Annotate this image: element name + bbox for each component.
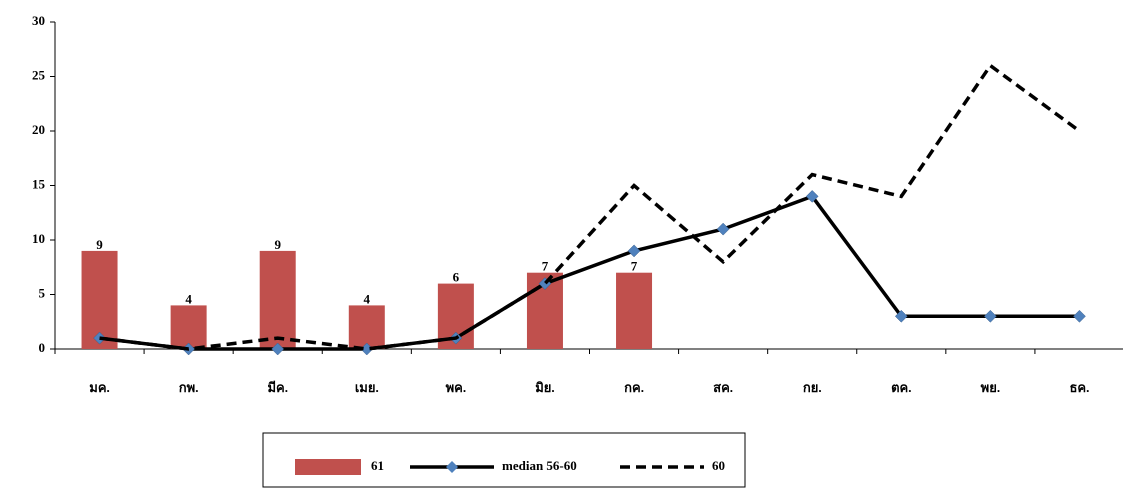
legend-label: 61 xyxy=(371,458,384,473)
y-tick-label: 10 xyxy=(32,231,45,246)
y-tick-label: 25 xyxy=(32,67,46,82)
y-tick-label: 30 xyxy=(32,13,45,28)
x-tick-label: มค. xyxy=(89,380,110,395)
x-tick-label: พค. xyxy=(446,380,467,395)
marker xyxy=(627,244,641,258)
data-label: 6 xyxy=(453,270,460,285)
x-tick-label: กค. xyxy=(624,380,644,395)
y-tick-label: 5 xyxy=(39,285,46,300)
data-label: 9 xyxy=(274,237,281,252)
marker xyxy=(271,342,285,356)
x-tick-label: ธค. xyxy=(1070,380,1090,395)
y-tick-label: 0 xyxy=(39,340,46,355)
x-tick-label: ตค. xyxy=(891,380,911,395)
legend-label: median 56-60 xyxy=(502,458,577,473)
bar xyxy=(170,305,207,349)
x-tick-label: เมย. xyxy=(355,380,379,395)
data-label: 9 xyxy=(96,237,103,252)
x-tick-label: มีค. xyxy=(267,380,288,395)
data-label: 7 xyxy=(542,259,549,274)
x-tick-label: กพ. xyxy=(179,380,199,395)
y-tick-label: 20 xyxy=(32,122,45,137)
legend-marker xyxy=(446,461,458,473)
x-tick-label: กย. xyxy=(803,380,822,395)
bar xyxy=(259,250,296,349)
legend-swatch xyxy=(295,459,361,475)
legend-box xyxy=(262,432,746,488)
x-tick-label: สค. xyxy=(713,380,733,395)
legend-label: 60 xyxy=(712,458,725,473)
marker xyxy=(805,190,819,203)
line xyxy=(99,194,1080,351)
marker xyxy=(716,222,730,236)
y-tick-label: 15 xyxy=(32,176,46,191)
x-tick-label: มิย. xyxy=(535,380,554,395)
data-label: 4 xyxy=(364,291,371,306)
data-label: 4 xyxy=(185,291,192,306)
marker xyxy=(894,309,908,323)
dashed-line xyxy=(99,63,1081,351)
marker xyxy=(984,309,997,323)
data-label: 7 xyxy=(631,259,638,274)
bar xyxy=(616,272,653,349)
x-tick-label: พย. xyxy=(981,380,1000,395)
marker xyxy=(1073,309,1086,323)
bar xyxy=(348,305,385,349)
